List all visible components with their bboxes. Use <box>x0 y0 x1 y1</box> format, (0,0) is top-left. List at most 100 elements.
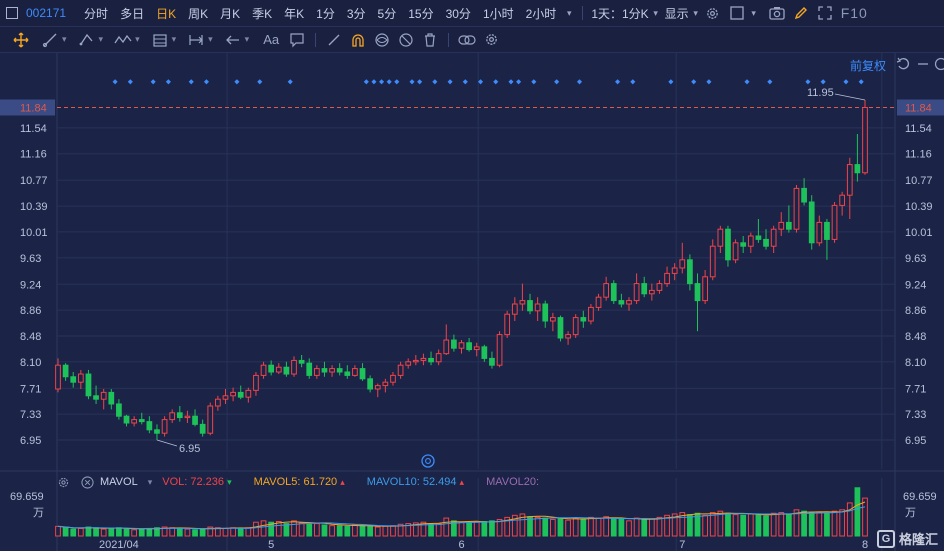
square-icon[interactable] <box>729 5 745 21</box>
hide-icon[interactable] <box>397 31 415 49</box>
candle-body <box>786 221 792 230</box>
volume-bar <box>146 527 153 537</box>
display-menu[interactable]: 显示 <box>664 6 689 21</box>
volume-bar <box>268 521 275 537</box>
tab-period-4[interactable]: 月K <box>220 6 241 21</box>
volume-bar <box>336 525 343 537</box>
volume-bar <box>687 514 693 537</box>
move-cross-icon[interactable] <box>12 31 30 49</box>
text-tool-button[interactable]: Aa <box>263 32 280 47</box>
candle-body <box>298 359 305 364</box>
event-marker <box>576 79 583 85</box>
candle-body <box>192 415 198 425</box>
mavol5-arrow: ▴ <box>340 477 345 487</box>
restore-toggle[interactable]: 前复权 <box>850 59 887 73</box>
tab-period-9[interactable]: 5分 <box>377 6 397 21</box>
eye-icon[interactable] <box>373 31 391 49</box>
chevron-down-icon[interactable]: ▾ <box>62 34 67 44</box>
chevron-down-icon[interactable]: ▾ <box>567 7 572 18</box>
candle-body <box>610 283 617 302</box>
pencil-icon[interactable] <box>793 5 809 21</box>
volume-bar <box>123 528 130 537</box>
tab-period-7[interactable]: 1分 <box>316 6 335 21</box>
tab-period-6[interactable]: 年K <box>284 6 305 21</box>
chevron-down-icon[interactable]: ▾ <box>98 34 104 44</box>
line-tool-icon[interactable] <box>41 31 59 49</box>
circle-icon[interactable] <box>934 57 944 71</box>
volume-bar <box>275 521 282 537</box>
event-marker <box>165 79 171 85</box>
close-icon[interactable] <box>80 475 94 489</box>
x-tick-label: 5 <box>268 539 274 551</box>
candle-body <box>390 374 396 383</box>
tab-period-13[interactable]: 2小时 <box>525 6 557 21</box>
combo-period-select[interactable]: 1天：1分K <box>591 6 649 21</box>
volume-bar <box>588 516 594 537</box>
tab-period-12[interactable]: 1小时 <box>482 6 514 21</box>
chevron-down-icon[interactable]: ▾ <box>147 476 153 487</box>
mavol10-arrow: ▴ <box>459 477 465 487</box>
indicator-name[interactable]: MAVOL <box>100 476 138 488</box>
tab-period-8[interactable]: 3分 <box>346 6 366 21</box>
volume-bar <box>321 524 328 537</box>
expand-icon[interactable] <box>817 5 833 21</box>
volume-bar <box>626 520 632 537</box>
gear-icon[interactable] <box>56 475 70 489</box>
volume-bar <box>199 528 206 537</box>
tab-period-11[interactable]: 30分 <box>445 6 471 21</box>
fibonacci-tool-icon[interactable] <box>151 31 169 49</box>
chevron-down-icon[interactable]: ▾ <box>751 7 756 18</box>
chevron-down-icon[interactable]: ▾ <box>244 34 250 44</box>
chevron-down-icon[interactable]: ▾ <box>135 34 140 44</box>
candle-body <box>62 364 69 378</box>
channel-tool-icon[interactable] <box>78 31 96 49</box>
tab-period-2[interactable]: 日K <box>156 6 177 21</box>
candle-body <box>207 405 214 434</box>
event-marker <box>409 79 415 85</box>
candle-body <box>481 346 488 359</box>
gear-icon[interactable] <box>705 5 721 21</box>
volume-bar <box>100 528 107 537</box>
tab-period-0[interactable]: 分时 <box>84 6 109 21</box>
candle-body <box>93 395 99 400</box>
comment-icon[interactable] <box>288 31 306 49</box>
candle-body <box>268 364 275 373</box>
volume-bar <box>572 517 579 537</box>
candlestick-chart[interactable]: 11.84 11.54 11.16 10.77 10.39 10.01 9.63 9.24 8.… <box>0 53 944 551</box>
tab-period-3[interactable]: 周K <box>188 6 209 21</box>
undo-icon[interactable] <box>896 57 910 71</box>
stock-code[interactable]: 002171 <box>26 6 67 20</box>
camera-icon[interactable] <box>769 5 785 21</box>
candle-body <box>641 283 648 295</box>
ruler-icon[interactable] <box>325 31 343 49</box>
tab-period-10[interactable]: 15分 <box>408 6 434 21</box>
event-marker <box>858 79 864 85</box>
event-marker <box>432 79 438 85</box>
link-icon[interactable] <box>458 31 476 49</box>
chevron-down-icon[interactable]: ▾ <box>693 7 698 18</box>
event-marker <box>203 79 210 85</box>
magnet-icon[interactable] <box>349 31 367 49</box>
tab-period-1[interactable]: 多日 <box>120 6 145 21</box>
y-tick-label-left: 10.01 <box>20 227 48 239</box>
y-tick-label-left: 7.33 <box>20 409 41 421</box>
arrow-left-icon[interactable] <box>224 31 242 49</box>
candle-body <box>656 283 663 291</box>
chevron-down-icon[interactable]: ▾ <box>171 34 177 44</box>
candle-body <box>100 391 107 400</box>
trash-icon[interactable] <box>421 31 439 49</box>
wave-tool-icon[interactable] <box>114 31 132 49</box>
chevron-down-icon[interactable]: ▾ <box>653 7 658 18</box>
chevron-down-icon[interactable]: ▾ <box>208 34 213 44</box>
settings-icon[interactable] <box>482 31 500 49</box>
window-icon[interactable] <box>6 7 18 19</box>
event-marker <box>287 79 293 85</box>
minus-icon[interactable] <box>916 57 930 71</box>
event-marker <box>150 79 156 85</box>
candle-body <box>725 228 731 261</box>
volume-bar <box>580 518 587 537</box>
f10-button[interactable]: F10 <box>840 5 868 21</box>
tab-period-5[interactable]: 季K <box>252 6 273 21</box>
range-tool-icon[interactable] <box>187 31 205 49</box>
volume-bar <box>793 509 800 537</box>
